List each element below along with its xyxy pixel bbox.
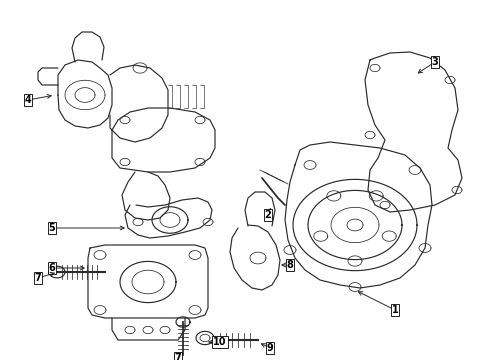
Text: 4: 4 (24, 95, 31, 105)
Text: 8: 8 (286, 260, 293, 270)
Text: 10: 10 (213, 337, 226, 347)
Text: 1: 1 (391, 305, 398, 315)
Text: 7: 7 (174, 353, 181, 360)
Text: 6: 6 (48, 263, 55, 273)
Text: 2: 2 (264, 210, 271, 220)
Text: 5: 5 (48, 223, 55, 233)
Text: 3: 3 (431, 57, 437, 67)
Text: 9: 9 (266, 343, 273, 353)
Text: 7: 7 (35, 273, 41, 283)
